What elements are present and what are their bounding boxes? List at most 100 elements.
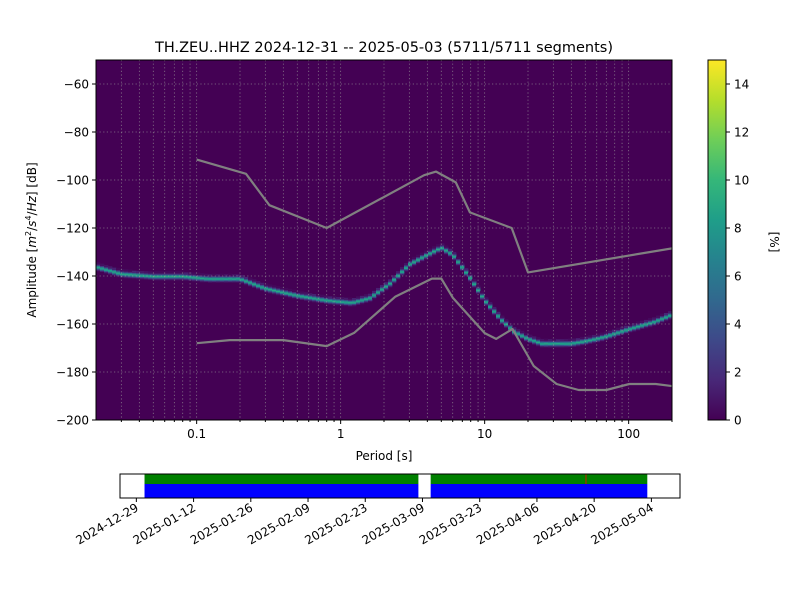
colorbar-tick-label: 14 <box>734 78 749 92</box>
heatmap-cell <box>324 299 329 302</box>
heatmap-cell <box>592 334 597 338</box>
heatmap-cell <box>392 276 397 279</box>
colorbar-tick-label: 2 <box>734 366 742 380</box>
heatmap-cell <box>528 339 533 342</box>
timeline-tick-label: 2025-02-09 <box>245 500 312 547</box>
heatmap-cell <box>332 296 337 299</box>
heatmap-cell <box>596 339 601 342</box>
heatmap-cell <box>288 288 293 292</box>
heatmap-cell <box>520 334 525 337</box>
heatmap-cell <box>296 290 301 293</box>
main-axes: 0.1 1 10 100 −200 −180 −160 −140 −120 −100 −80 −60 <box>56 78 673 441</box>
heatmap-cell <box>644 322 649 325</box>
heatmap-cell <box>184 276 189 279</box>
heatmap-cell <box>548 342 553 346</box>
heatmap-cell <box>244 276 249 280</box>
heatmap-cell <box>636 327 641 330</box>
heatmap-cell <box>112 267 117 271</box>
heatmap-cell <box>540 342 545 345</box>
heatmap-cell <box>668 311 673 314</box>
heatmap-cell <box>288 293 293 296</box>
heatmap-cell <box>512 333 517 336</box>
heatmap-cell <box>668 317 673 320</box>
heatmap-cell <box>564 338 569 342</box>
heatmap-cell <box>284 287 289 291</box>
heatmap-cell <box>396 274 401 278</box>
heatmap-cell <box>268 291 273 294</box>
heatmap-cell <box>608 334 613 337</box>
heatmap-cell <box>352 298 357 301</box>
heatmap-cell <box>176 271 181 274</box>
heatmap-cell <box>388 279 393 282</box>
heatmap-cell <box>360 299 365 302</box>
heatmap-cell <box>572 342 577 345</box>
heatmap-cell <box>368 299 373 303</box>
heatmap-cell <box>200 273 205 276</box>
heatmap-cell <box>576 339 581 342</box>
heatmap-cell <box>344 297 349 301</box>
heatmap-cell <box>128 274 133 277</box>
heatmap-cell <box>320 294 325 298</box>
timeline-axes: 2024-12-292025-01-122025-01-262025-02-09… <box>73 473 681 547</box>
heatmap-cell <box>436 247 441 251</box>
heatmap-cell <box>220 275 225 279</box>
heatmap-cell <box>296 292 301 296</box>
heatmap-cell <box>376 287 381 291</box>
heatmap-cell <box>248 277 253 280</box>
heatmap-cell <box>444 252 449 255</box>
heatmap-cell <box>120 271 125 274</box>
heatmap-cell <box>604 337 609 340</box>
heatmap-cell <box>488 302 493 305</box>
heatmap-cell <box>204 273 209 277</box>
heatmap-cell <box>168 276 173 279</box>
heatmap-cell <box>180 276 185 279</box>
heatmap-cell <box>196 277 201 280</box>
heatmap-cell <box>384 282 389 285</box>
heatmap-cell <box>312 294 317 297</box>
heatmap-cell <box>644 319 649 323</box>
heatmap-cell <box>408 261 413 264</box>
high-noise-model-line <box>196 158 672 274</box>
heatmap-cell <box>344 302 349 305</box>
heatmap-cell <box>124 269 129 272</box>
heatmap-cell <box>476 288 481 292</box>
heatmap-cell <box>140 277 145 280</box>
heatmap-cell <box>504 319 509 322</box>
heatmap-cell <box>580 338 585 341</box>
timeline-tick-label: 2025-01-26 <box>188 500 255 547</box>
heatmap-cell <box>524 336 529 339</box>
heatmap-cell <box>408 260 413 263</box>
heatmap-cell <box>384 288 389 291</box>
heatmap-cell <box>284 295 289 298</box>
heatmap-cell <box>488 306 493 310</box>
heatmap-cell <box>660 316 665 319</box>
heatmap-cell <box>380 285 385 288</box>
heatmap-cell <box>640 320 645 323</box>
heatmap-cell <box>468 272 473 276</box>
heatmap-cell <box>212 280 217 284</box>
heatmap-cell <box>572 338 577 341</box>
heatmap-cell <box>460 267 465 270</box>
heatmap-cell <box>308 295 313 298</box>
heatmap-cell <box>648 319 653 322</box>
heatmap-cell <box>444 246 449 249</box>
heatmap-cell <box>280 286 285 290</box>
heatmap-cell <box>408 258 413 262</box>
colorbar-tick-label: 8 <box>734 222 742 236</box>
heatmap-cell <box>616 331 621 334</box>
heatmap-cell <box>212 274 217 278</box>
heatmap-cell <box>116 267 121 271</box>
heatmap-cell <box>664 313 669 316</box>
heatmap-cell <box>212 273 217 277</box>
heatmap-cell <box>608 333 613 336</box>
heatmap-cell <box>164 271 169 274</box>
heatmap-cell <box>108 269 113 273</box>
y-tick-label: −100 <box>56 174 89 188</box>
heatmap-cell <box>464 268 469 271</box>
colorbar: 0 2 4 6 8 10 12 14 <box>707 59 749 428</box>
heatmap-cell <box>608 330 613 333</box>
heatmap-cell <box>104 269 109 273</box>
heatmap-cell <box>376 293 381 297</box>
heatmap-cell <box>320 299 325 302</box>
heatmap-cell <box>344 303 349 307</box>
